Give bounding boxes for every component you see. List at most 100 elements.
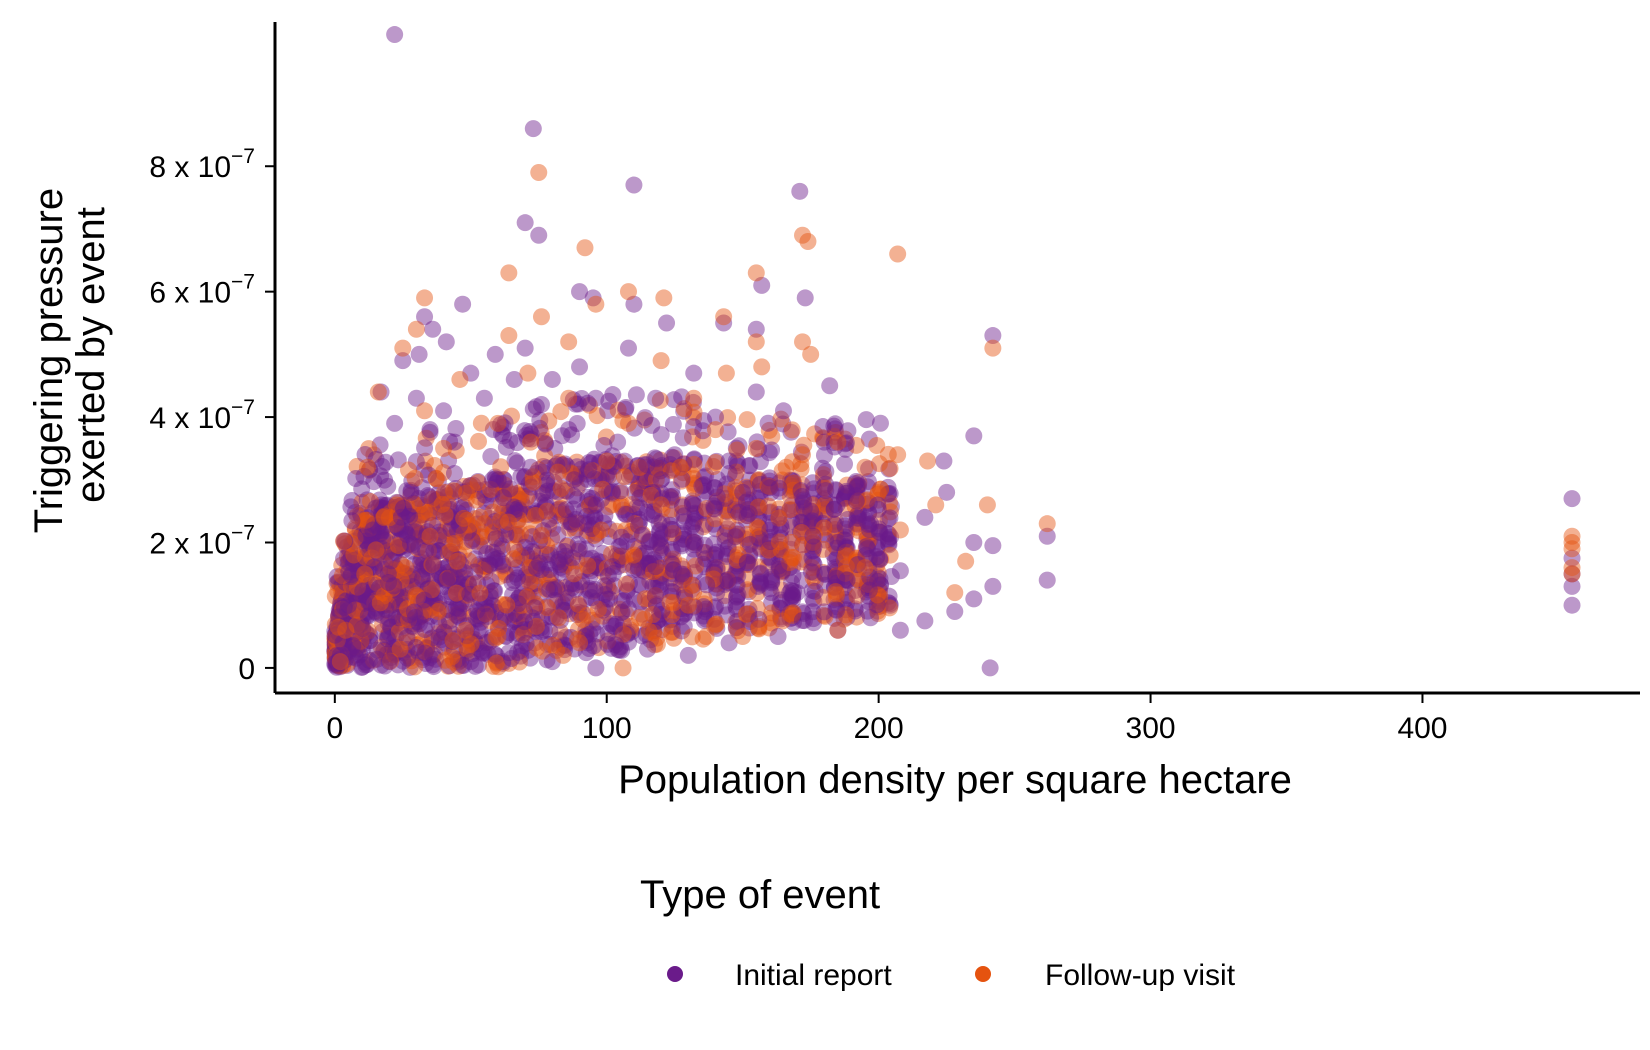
cloud-point <box>595 577 613 595</box>
cloud-point <box>751 538 769 556</box>
cloud-point <box>650 611 668 629</box>
cloud-point <box>413 479 431 497</box>
cloud-point <box>728 441 746 459</box>
cloud-point <box>375 575 393 593</box>
cloud-point <box>605 577 623 595</box>
cloud-point <box>685 533 703 551</box>
cloud-point <box>583 489 601 507</box>
cloud-point <box>370 554 388 572</box>
cloud-point <box>805 495 823 513</box>
cloud-point <box>770 547 788 565</box>
cloud-point <box>781 501 799 519</box>
cloud-point <box>327 656 345 674</box>
cloud-point <box>761 580 779 598</box>
cloud-point <box>425 587 443 605</box>
cloud-point <box>791 483 809 501</box>
cloud-point <box>737 530 755 548</box>
cloud-point <box>359 533 377 551</box>
cloud-point <box>488 647 506 665</box>
cloud-point <box>686 551 704 569</box>
cloud-point <box>473 528 491 546</box>
cloud-point <box>332 629 350 647</box>
cloud-point <box>380 505 398 523</box>
cloud-point <box>416 503 434 521</box>
cloud-point <box>847 436 865 454</box>
cloud-point <box>335 642 353 660</box>
cloud-point <box>547 608 565 626</box>
cloud-point <box>547 507 565 525</box>
cloud-point <box>719 501 737 519</box>
cloud-point <box>763 594 781 612</box>
cloud-point <box>652 529 670 547</box>
cloud-point <box>345 549 363 567</box>
cloud-point <box>550 550 568 568</box>
data-point-initial-report <box>791 182 809 200</box>
cloud-point <box>334 588 352 606</box>
cloud-point <box>784 613 802 631</box>
cloud-point <box>458 518 476 536</box>
cloud-point <box>343 618 361 636</box>
cloud-point <box>837 539 855 557</box>
cloud-point <box>343 634 361 652</box>
cloud-point <box>411 496 429 514</box>
cloud-point <box>868 539 886 557</box>
cloud-point <box>348 599 366 617</box>
cloud-point <box>770 505 788 523</box>
cloud-point <box>675 617 693 635</box>
cloud-point <box>860 581 878 599</box>
cloud-point <box>367 541 385 559</box>
cloud-point <box>608 552 626 570</box>
cloud-point <box>377 646 395 664</box>
cloud-point <box>327 636 345 654</box>
cloud-point <box>333 638 351 656</box>
cloud-point <box>554 505 572 523</box>
cloud-point <box>426 543 444 561</box>
cloud-point <box>569 620 587 638</box>
cloud-point <box>708 575 726 593</box>
cloud-point <box>365 473 383 491</box>
cloud-point <box>837 601 855 619</box>
cloud-point <box>331 603 349 621</box>
cloud-point <box>759 497 777 515</box>
cloud-point <box>574 610 592 628</box>
data-point-initial-report <box>486 345 504 363</box>
cloud-point <box>636 590 654 608</box>
cloud-point <box>407 586 425 604</box>
data-point-initial-report <box>603 483 621 501</box>
cloud-point <box>848 482 866 500</box>
cloud-point <box>600 483 618 501</box>
cloud-point <box>646 558 664 576</box>
cloud-point <box>395 498 413 516</box>
cloud-point <box>447 479 465 497</box>
cloud-point <box>752 540 770 558</box>
cloud-point <box>346 532 364 550</box>
cloud-point <box>361 559 379 577</box>
cloud-point <box>846 602 864 620</box>
cloud-point <box>803 496 821 514</box>
data-point-follow-up-visit <box>407 320 425 338</box>
cloud-point <box>470 482 488 500</box>
cloud-point <box>587 525 605 543</box>
cloud-point <box>347 610 365 628</box>
cloud-point <box>751 475 769 493</box>
cloud-point <box>445 548 463 566</box>
cloud-point <box>516 468 534 486</box>
cloud-point <box>388 496 406 514</box>
cloud-point <box>329 656 347 674</box>
cloud-point <box>363 536 381 554</box>
cloud-point <box>643 505 661 523</box>
cloud-point <box>511 501 529 519</box>
cloud-point <box>727 563 745 581</box>
cloud-point <box>491 612 509 630</box>
data-point-follow-up-visit <box>337 621 355 639</box>
cloud-point <box>825 535 843 553</box>
cloud-point <box>593 471 611 489</box>
cloud-point <box>597 450 615 468</box>
cloud-point <box>329 648 347 666</box>
cloud-point <box>683 628 701 646</box>
cloud-point <box>759 541 777 559</box>
cloud-point <box>684 532 702 550</box>
cloud-point <box>441 587 459 605</box>
cloud-point <box>484 543 502 561</box>
cloud-point <box>569 395 587 413</box>
